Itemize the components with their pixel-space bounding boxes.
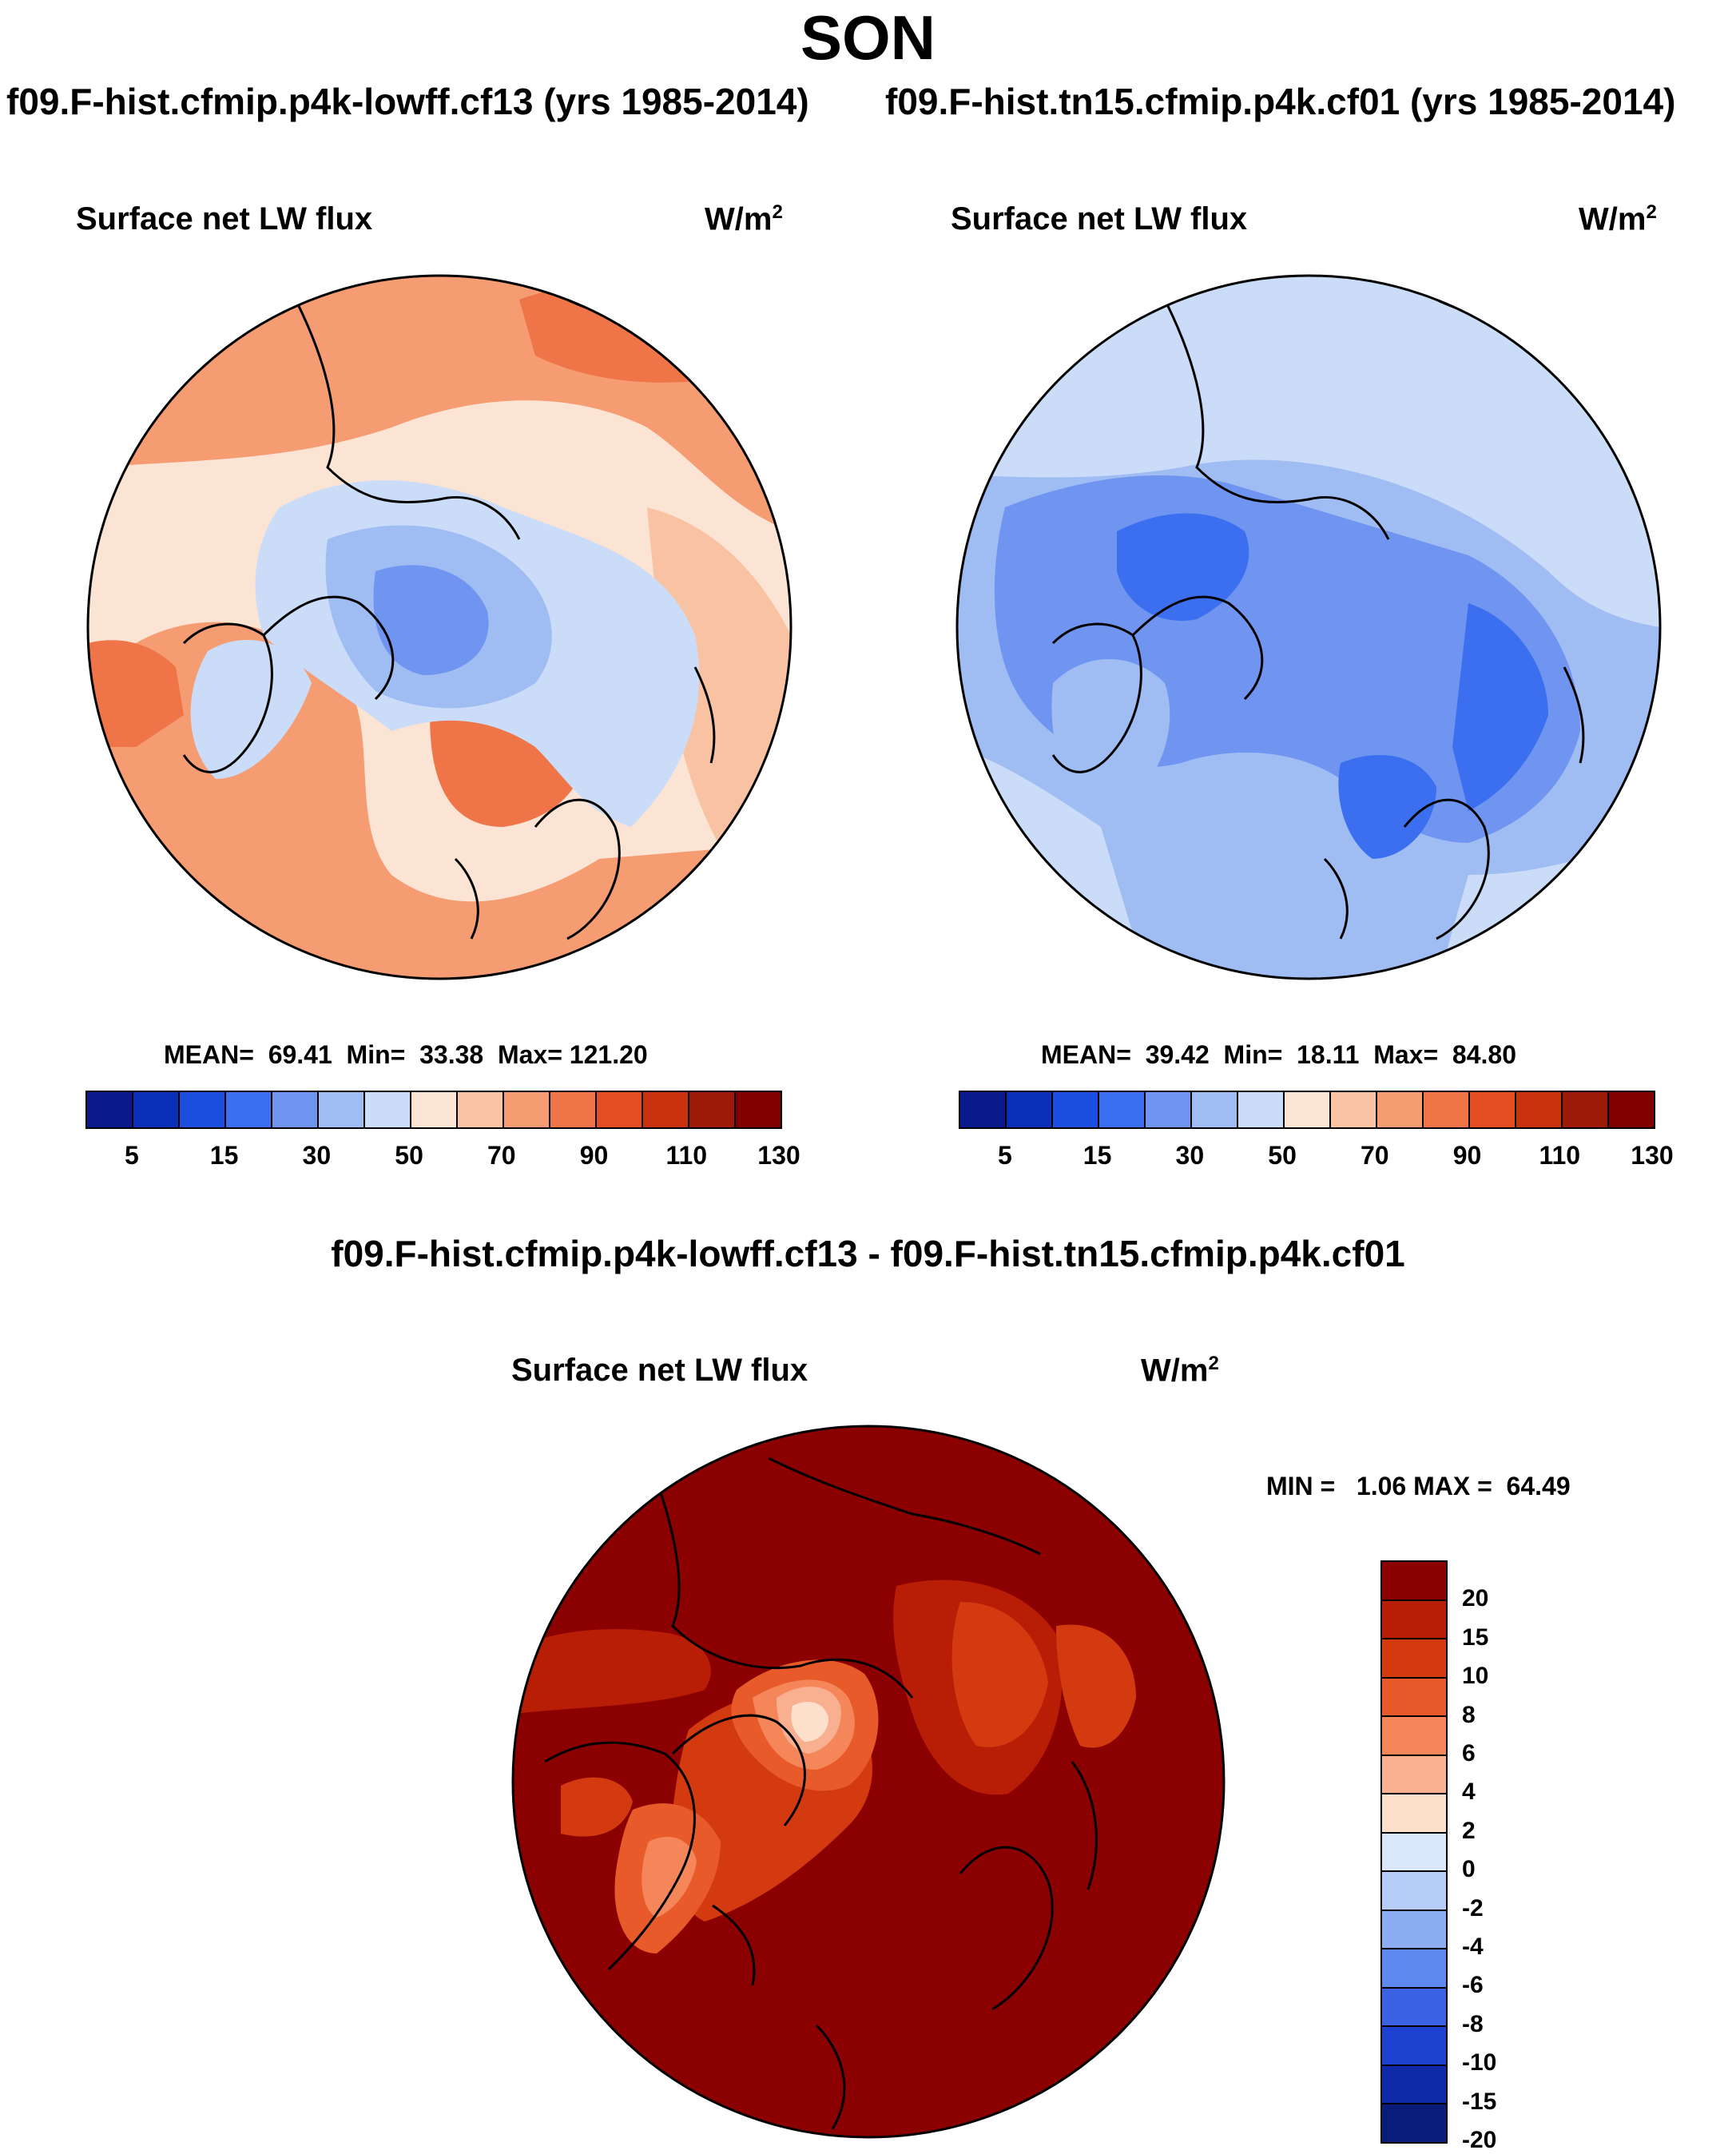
colorbar-segment	[87, 1092, 133, 1127]
colorbar-segment	[1382, 1755, 1446, 1795]
diff-colorbar	[1380, 1560, 1448, 2144]
colorbar-tick-label: 20	[1462, 1585, 1489, 1612]
colorbar-segment	[1285, 1092, 1331, 1127]
colorbar-tick-label: 70	[487, 1141, 516, 1170]
colorbar-tick-label: -10	[1462, 2049, 1497, 2077]
diff-panel-units: W/m2	[1141, 1353, 1219, 1389]
colorbar-segment	[411, 1092, 458, 1127]
colorbar-tick-label: 130	[1631, 1141, 1674, 1170]
figure-title: SON	[800, 2, 936, 73]
colorbar-segment	[1382, 1872, 1446, 1911]
colorbar-segment	[1424, 1092, 1470, 1127]
colorbar-segment	[1382, 2027, 1446, 2066]
colorbar-tick-label: 4	[1462, 1778, 1476, 1806]
colorbar-tick-label: -6	[1462, 1972, 1484, 1999]
right-run-title: f09.F-hist.tn15.cfmip.p4k.cf01 (yrs 1985…	[885, 81, 1676, 122]
colorbar-tick-label: 15	[209, 1141, 239, 1170]
colorbar-tick-label: 90	[579, 1141, 609, 1170]
colorbar-tick-label: 15	[1083, 1141, 1112, 1170]
colorbar-segment	[272, 1092, 319, 1127]
colorbar-segment	[1382, 1678, 1446, 1718]
colorbar-tick-label: -15	[1462, 2088, 1497, 2115]
colorbar-tick-label: 130	[757, 1141, 800, 1170]
colorbar-tick-label: -4	[1462, 1933, 1484, 1961]
colorbar-segment	[1382, 1639, 1446, 1679]
colorbar-tick-label: 2	[1462, 1817, 1476, 1844]
colorbar-segment	[1382, 1562, 1446, 1601]
colorbar-tick-label: 5	[997, 1141, 1012, 1170]
right-polar-map	[955, 274, 1662, 980]
colorbar-tick-label: 50	[395, 1141, 423, 1170]
left-run-title: f09.F-hist.cfmip.p4k-lowff.cf13 (yrs 198…	[6, 81, 809, 122]
colorbar-tick-label: 15	[1462, 1623, 1489, 1651]
colorbar-tick-label: 70	[1361, 1141, 1389, 1170]
colorbar-segment	[597, 1092, 643, 1127]
left-colorbar-ticks: 5 15 30 50 70 90 110 130	[85, 1141, 800, 1173]
colorbar-segment	[1382, 2065, 1446, 2105]
right-colorbar	[959, 1091, 1655, 1129]
colorbar-segment	[1470, 1092, 1516, 1127]
colorbar-tick-label: 6	[1462, 1740, 1476, 1767]
colorbar-segment	[689, 1092, 736, 1127]
colorbar-segment	[1382, 1910, 1446, 1950]
colorbar-tick-label: 10	[1462, 1663, 1489, 1690]
colorbar-segment	[1609, 1092, 1654, 1127]
diff-panel-title: Surface net LW flux	[511, 1353, 808, 1388]
colorbar-tick-label: 30	[1175, 1141, 1205, 1170]
colorbar-segment	[1146, 1092, 1192, 1127]
colorbar-segment	[1382, 2104, 1446, 2142]
left-stats: MEAN= 69.41 Min= 33.38 Max= 121.20	[164, 1040, 648, 1069]
diff-colorbar-labels: 20 15 10 8 6 4 2 0 -2 -4 -6 -8 -10 -15 -20	[1462, 1560, 1558, 2153]
colorbar-segment	[1382, 1600, 1446, 1640]
colorbar-tick-label: -8	[1462, 2010, 1484, 2037]
left-panel-title: Surface net LW flux	[76, 201, 373, 236]
colorbar-tick-label: -2	[1462, 1894, 1484, 1922]
colorbar-segment	[458, 1092, 504, 1127]
colorbar-segment	[180, 1092, 226, 1127]
colorbar-tick-label: 110	[1539, 1141, 1581, 1170]
colorbar-tick-label: 90	[1452, 1141, 1482, 1170]
colorbar-segment	[1007, 1092, 1053, 1127]
right-colorbar-ticks: 5 15 30 50 70 90 110 130	[959, 1141, 1674, 1173]
colorbar-segment	[226, 1092, 272, 1127]
colorbar-tick-label: 5	[124, 1141, 139, 1170]
colorbar-tick-label: -20	[1462, 2127, 1497, 2154]
colorbar-tick-label: 30	[302, 1141, 332, 1170]
colorbar-segment	[1382, 1794, 1446, 1834]
colorbar-segment	[1382, 1988, 1446, 2028]
colorbar-segment	[133, 1092, 180, 1127]
left-colorbar	[85, 1091, 782, 1129]
right-panel-units: W/m2	[1579, 201, 1657, 237]
colorbar-segment	[1053, 1092, 1099, 1127]
colorbar-segment	[550, 1092, 597, 1127]
diff-polar-map	[511, 1425, 1226, 2139]
colorbar-segment	[1331, 1092, 1377, 1127]
colorbar-segment	[1382, 1717, 1446, 1756]
colorbar-segment	[1563, 1092, 1609, 1127]
left-polar-map	[86, 274, 793, 980]
colorbar-tick-label: 0	[1462, 1856, 1476, 1883]
colorbar-segment	[1099, 1092, 1146, 1127]
colorbar-tick-label: 50	[1268, 1141, 1297, 1170]
colorbar-segment	[504, 1092, 550, 1127]
diff-run-title: f09.F-hist.cfmip.p4k-lowff.cf13 - f09.F-…	[331, 1233, 1405, 1274]
diff-stats: MIN = 1.06 MAX = 64.49	[1266, 1472, 1571, 1500]
colorbar-segment	[736, 1092, 781, 1127]
colorbar-segment	[960, 1092, 1007, 1127]
colorbar-segment	[1192, 1092, 1238, 1127]
colorbar-tick-label: 8	[1462, 1701, 1476, 1728]
right-stats: MEAN= 39.42 Min= 18.11 Max= 84.80	[1041, 1040, 1516, 1069]
colorbar-tick-label: 110	[665, 1141, 708, 1170]
right-panel-title: Surface net LW flux	[951, 201, 1248, 236]
colorbar-segment	[1382, 1949, 1446, 1989]
colorbar-segment	[1377, 1092, 1424, 1127]
left-panel-units: W/m2	[705, 201, 783, 237]
colorbar-segment	[319, 1092, 365, 1127]
colorbar-segment	[643, 1092, 689, 1127]
colorbar-segment	[1382, 1833, 1446, 1873]
colorbar-segment	[1516, 1092, 1563, 1127]
colorbar-segment	[1238, 1092, 1285, 1127]
colorbar-segment	[365, 1092, 411, 1127]
